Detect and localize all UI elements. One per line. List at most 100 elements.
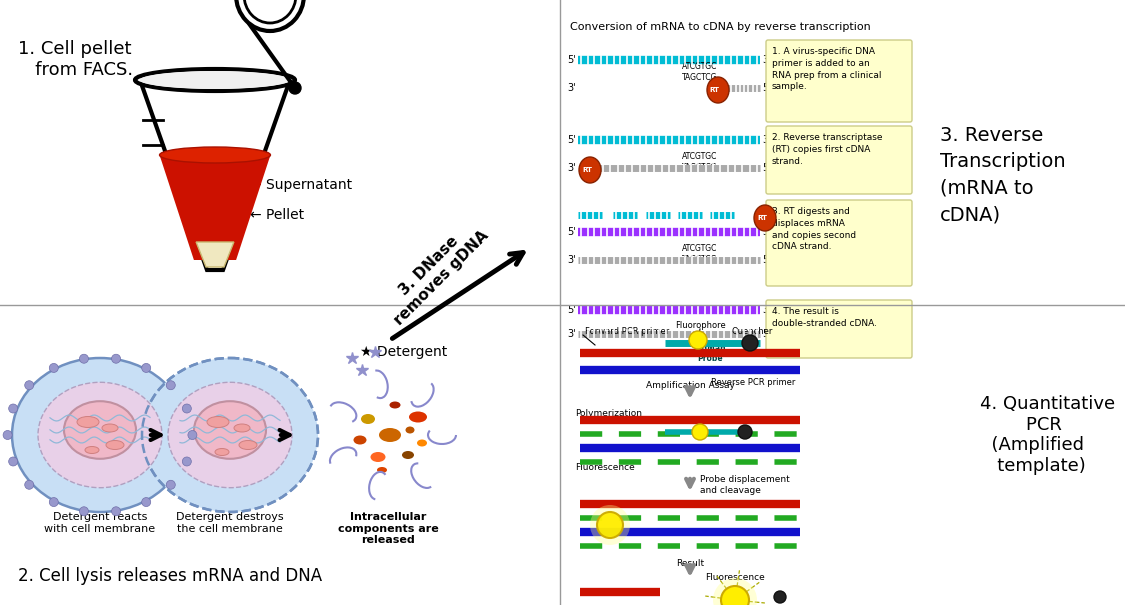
Text: 3': 3' <box>762 135 771 145</box>
Ellipse shape <box>379 428 400 442</box>
Ellipse shape <box>234 424 250 432</box>
Circle shape <box>289 82 302 94</box>
Ellipse shape <box>142 358 318 512</box>
Text: 3': 3' <box>567 329 576 339</box>
Text: Detergent reacts
with cell membrane: Detergent reacts with cell membrane <box>45 512 155 534</box>
Text: Forward PCR primer: Forward PCR primer <box>585 327 669 336</box>
Circle shape <box>692 424 708 440</box>
Text: Fluorescence: Fluorescence <box>575 463 634 472</box>
Text: 2. Cell lysis releases mRNA and DNA: 2. Cell lysis releases mRNA and DNA <box>18 567 322 585</box>
Text: Quencher: Quencher <box>731 327 773 336</box>
Ellipse shape <box>353 436 367 445</box>
Text: 5': 5' <box>567 227 576 237</box>
Ellipse shape <box>9 404 18 413</box>
Ellipse shape <box>754 205 776 231</box>
Text: 1. Cell pellet
   from FACS.: 1. Cell pellet from FACS. <box>18 40 133 79</box>
Ellipse shape <box>102 424 118 432</box>
Text: 3. DNase
removes gDNA: 3. DNase removes gDNA <box>379 216 492 329</box>
Ellipse shape <box>166 480 176 489</box>
Text: Fluorophore: Fluorophore <box>675 321 726 330</box>
Text: Polymerization: Polymerization <box>575 409 642 418</box>
Circle shape <box>597 512 623 538</box>
Text: 5': 5' <box>762 329 771 339</box>
Circle shape <box>688 331 706 349</box>
Ellipse shape <box>579 157 601 183</box>
Ellipse shape <box>182 457 191 466</box>
Ellipse shape <box>106 440 124 450</box>
Text: RT: RT <box>582 167 592 173</box>
Ellipse shape <box>38 382 162 488</box>
Text: 5': 5' <box>567 135 576 145</box>
Ellipse shape <box>86 446 99 454</box>
Text: Reverse PCR primer: Reverse PCR primer <box>711 378 795 387</box>
Text: 3': 3' <box>567 163 576 173</box>
Ellipse shape <box>188 431 197 439</box>
Ellipse shape <box>12 358 188 512</box>
Text: 3. RT digests and
displaces mRNA
and copies second
cDNA strand.: 3. RT digests and displaces mRNA and cop… <box>772 207 856 252</box>
Text: Probe displacement
and cleavage: Probe displacement and cleavage <box>700 476 790 495</box>
Ellipse shape <box>140 71 290 89</box>
Text: TaqMan
Probe: TaqMan Probe <box>693 344 727 364</box>
Text: 3': 3' <box>762 305 771 315</box>
Text: Conversion of mRNA to cDNA by reverse transcription: Conversion of mRNA to cDNA by reverse tr… <box>570 22 871 32</box>
Text: 3': 3' <box>762 55 771 65</box>
Text: Intracellular
components are
released: Intracellular components are released <box>338 512 439 545</box>
Ellipse shape <box>215 448 229 456</box>
Text: 5': 5' <box>567 55 576 65</box>
Circle shape <box>774 591 786 603</box>
FancyBboxPatch shape <box>766 300 912 358</box>
Ellipse shape <box>236 0 304 31</box>
Polygon shape <box>160 155 270 260</box>
Text: 1. A virus-specific DNA
primer is added to an
RNA prep from a clinical
sample.: 1. A virus-specific DNA primer is added … <box>772 47 882 91</box>
Ellipse shape <box>168 382 292 488</box>
Ellipse shape <box>25 480 34 489</box>
Polygon shape <box>196 242 234 267</box>
Text: 5': 5' <box>762 83 771 93</box>
Ellipse shape <box>80 355 89 363</box>
Ellipse shape <box>166 381 176 390</box>
Ellipse shape <box>361 414 375 424</box>
Circle shape <box>738 425 752 439</box>
Ellipse shape <box>50 364 58 373</box>
Ellipse shape <box>111 507 120 516</box>
Ellipse shape <box>389 402 400 408</box>
Ellipse shape <box>193 401 266 459</box>
Text: 3': 3' <box>762 227 771 237</box>
Text: Result: Result <box>676 559 704 568</box>
Ellipse shape <box>405 427 414 434</box>
Polygon shape <box>135 80 295 270</box>
Ellipse shape <box>182 404 191 413</box>
Text: 3': 3' <box>567 255 576 265</box>
Ellipse shape <box>50 497 58 506</box>
Ellipse shape <box>417 439 428 446</box>
Text: Fluorescence: Fluorescence <box>705 573 765 582</box>
Ellipse shape <box>64 401 136 459</box>
Ellipse shape <box>410 411 428 422</box>
Circle shape <box>713 578 757 605</box>
Text: ← Pellet: ← Pellet <box>250 208 304 222</box>
Circle shape <box>721 586 749 605</box>
Ellipse shape <box>76 416 99 428</box>
FancyBboxPatch shape <box>766 200 912 286</box>
Text: 3': 3' <box>567 83 576 93</box>
FancyBboxPatch shape <box>766 40 912 122</box>
Text: 5': 5' <box>762 255 771 265</box>
Ellipse shape <box>25 381 34 390</box>
Ellipse shape <box>207 416 230 428</box>
FancyBboxPatch shape <box>766 126 912 194</box>
Text: RT: RT <box>709 87 719 93</box>
Ellipse shape <box>402 451 414 459</box>
Text: ← Supernatant: ← Supernatant <box>250 178 352 192</box>
Ellipse shape <box>80 507 89 516</box>
Text: ATCGTGC
TAGCTCG: ATCGTGC TAGCTCG <box>682 152 718 172</box>
Text: 2. Reverse transcriptase
(RT) copies first cDNA
strand.: 2. Reverse transcriptase (RT) copies fir… <box>772 133 882 166</box>
Text: 5': 5' <box>762 163 771 173</box>
Ellipse shape <box>370 452 386 462</box>
Ellipse shape <box>142 364 151 373</box>
Ellipse shape <box>135 69 295 91</box>
Ellipse shape <box>377 467 387 473</box>
Text: Amplification Assay: Amplification Assay <box>646 381 735 390</box>
Ellipse shape <box>142 497 151 506</box>
Circle shape <box>590 505 630 545</box>
Ellipse shape <box>3 431 12 439</box>
